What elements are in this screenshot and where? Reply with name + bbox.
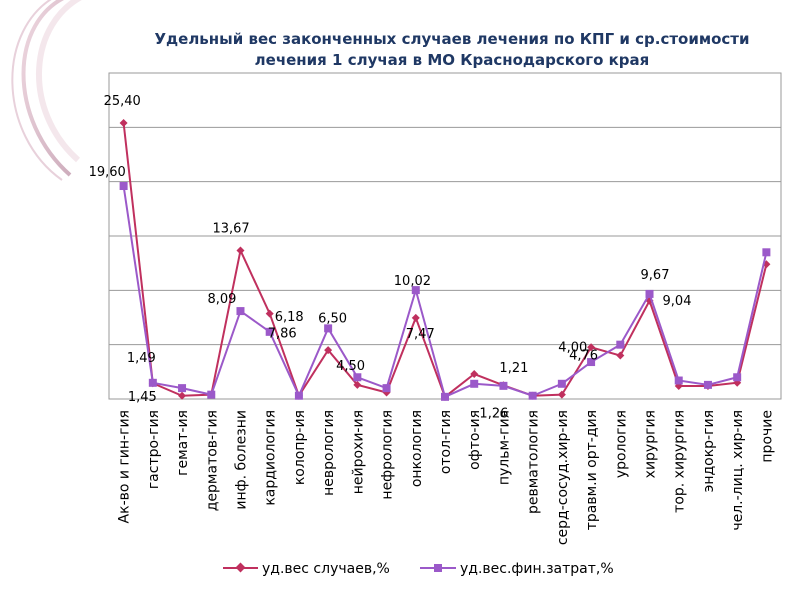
data-point	[411, 286, 420, 295]
x-tick-label: нефрология	[380, 410, 396, 500]
legend-label-cases: уд.вес случаев,%	[262, 561, 390, 577]
data-label: 25,40	[104, 94, 141, 109]
data-point	[324, 346, 333, 355]
data-label: 4,00	[558, 341, 587, 356]
data-point	[645, 289, 654, 298]
series-group	[119, 118, 771, 401]
data-labels: 25,40 1,45 13,67 7,86 4,50 7,47 1,26 4,764,00 9,…	[89, 94, 692, 421]
x-tick-label: пульм-гия	[496, 410, 512, 485]
data-point	[382, 384, 391, 393]
data-label: 19,60	[89, 165, 126, 180]
data-point	[353, 380, 362, 389]
data-point	[470, 379, 479, 388]
data-label: 1,21	[499, 361, 528, 376]
chart-title: Удельный вес законченных случаев лечения…	[154, 30, 749, 69]
decorative-swoosh	[11, 0, 83, 181]
data-label: 6,18	[275, 310, 304, 325]
data-point	[265, 327, 274, 336]
data-point	[616, 340, 625, 349]
chart-title-line-2: лечения 1 случая в МО Краснодарского кра…	[255, 51, 650, 69]
data-label: 10,02	[394, 274, 431, 289]
x-tick-labels: Ак-во и гин-гия гастро-гия гемат-ия дермато…	[117, 410, 776, 545]
x-tick-label: эндокр-гия	[701, 410, 717, 492]
data-label: 6,50	[318, 311, 347, 326]
x-tick-label: чел.-лиц. хир-ия	[730, 410, 746, 531]
data-point	[733, 373, 742, 382]
x-tick-label: гастро-гия	[146, 410, 162, 489]
legend-label-costs: уд.вес.фин.затрат,%	[460, 561, 614, 577]
x-tick-label: ревматология	[526, 410, 542, 514]
x-tick-label: неврология	[321, 410, 337, 496]
data-label: 4,76	[569, 348, 598, 363]
x-tick-label: травм.и орт-дия	[584, 410, 600, 530]
x-tick-label: инф. болезни	[233, 410, 249, 510]
x-tick-label: гемат-ия	[175, 410, 191, 476]
x-tick-label: Ак-во и гин-гия	[117, 410, 133, 523]
data-label: 1,26	[479, 406, 508, 421]
data-point	[353, 373, 362, 382]
data-point	[616, 351, 625, 360]
data-point	[324, 324, 333, 333]
data-point	[557, 390, 566, 399]
data-point	[470, 370, 479, 379]
x-tick-label: тор. хирургия	[672, 410, 688, 513]
data-label: 9,04	[663, 294, 692, 309]
data-point	[294, 391, 303, 400]
data-point	[236, 246, 245, 255]
x-tick-label: кардиология	[263, 410, 279, 506]
data-label: 13,67	[212, 221, 249, 236]
x-tick-label: хирургия	[643, 410, 659, 478]
x-tick-label: урология	[613, 410, 629, 478]
x-tick-label: отол-гия	[438, 410, 454, 474]
data-label: 9,67	[641, 268, 670, 283]
data-point	[703, 380, 712, 389]
data-point	[441, 392, 449, 401]
x-tick-label: офто-ия	[467, 410, 483, 470]
data-label: 4,50	[336, 359, 365, 374]
x-tick-label: серд-сосуд.хир-ия	[555, 410, 571, 545]
data-point	[178, 384, 187, 393]
data-label: 1,49	[127, 351, 156, 366]
legend-marker-costs	[434, 564, 442, 572]
chart-title-line-1: Удельный вес законченных случаев лечения…	[154, 30, 749, 48]
x-tick-label: колопр-ия	[292, 410, 308, 485]
data-point	[411, 313, 420, 322]
data-point	[148, 378, 157, 387]
data-point	[265, 309, 274, 318]
data-point	[762, 248, 771, 257]
data-label: 7,47	[406, 327, 435, 342]
legend-marker-cases	[235, 562, 246, 573]
data-point	[557, 379, 566, 388]
data-point	[119, 118, 128, 127]
data-point	[236, 307, 245, 316]
data-point	[499, 381, 508, 390]
data-point	[674, 376, 683, 385]
data-point	[178, 391, 187, 400]
x-tick-label: нейрохи-ия	[350, 410, 366, 494]
data-point	[587, 358, 596, 367]
x-tick-label: онкология	[409, 410, 425, 487]
data-label: 7,86	[268, 327, 297, 342]
data-label: 8,09	[207, 292, 236, 307]
data-point	[207, 390, 216, 399]
data-point	[119, 182, 128, 191]
data-point	[528, 391, 537, 400]
data-point	[587, 343, 596, 352]
x-tick-label: прочие	[759, 410, 775, 463]
x-tick-label: дерматов-гия	[204, 410, 220, 511]
legend: уд.вес случаев,% уд.вес.фин.затрат,%	[223, 561, 614, 577]
data-label: 1,45	[128, 390, 157, 405]
grid-lines	[109, 126, 781, 346]
